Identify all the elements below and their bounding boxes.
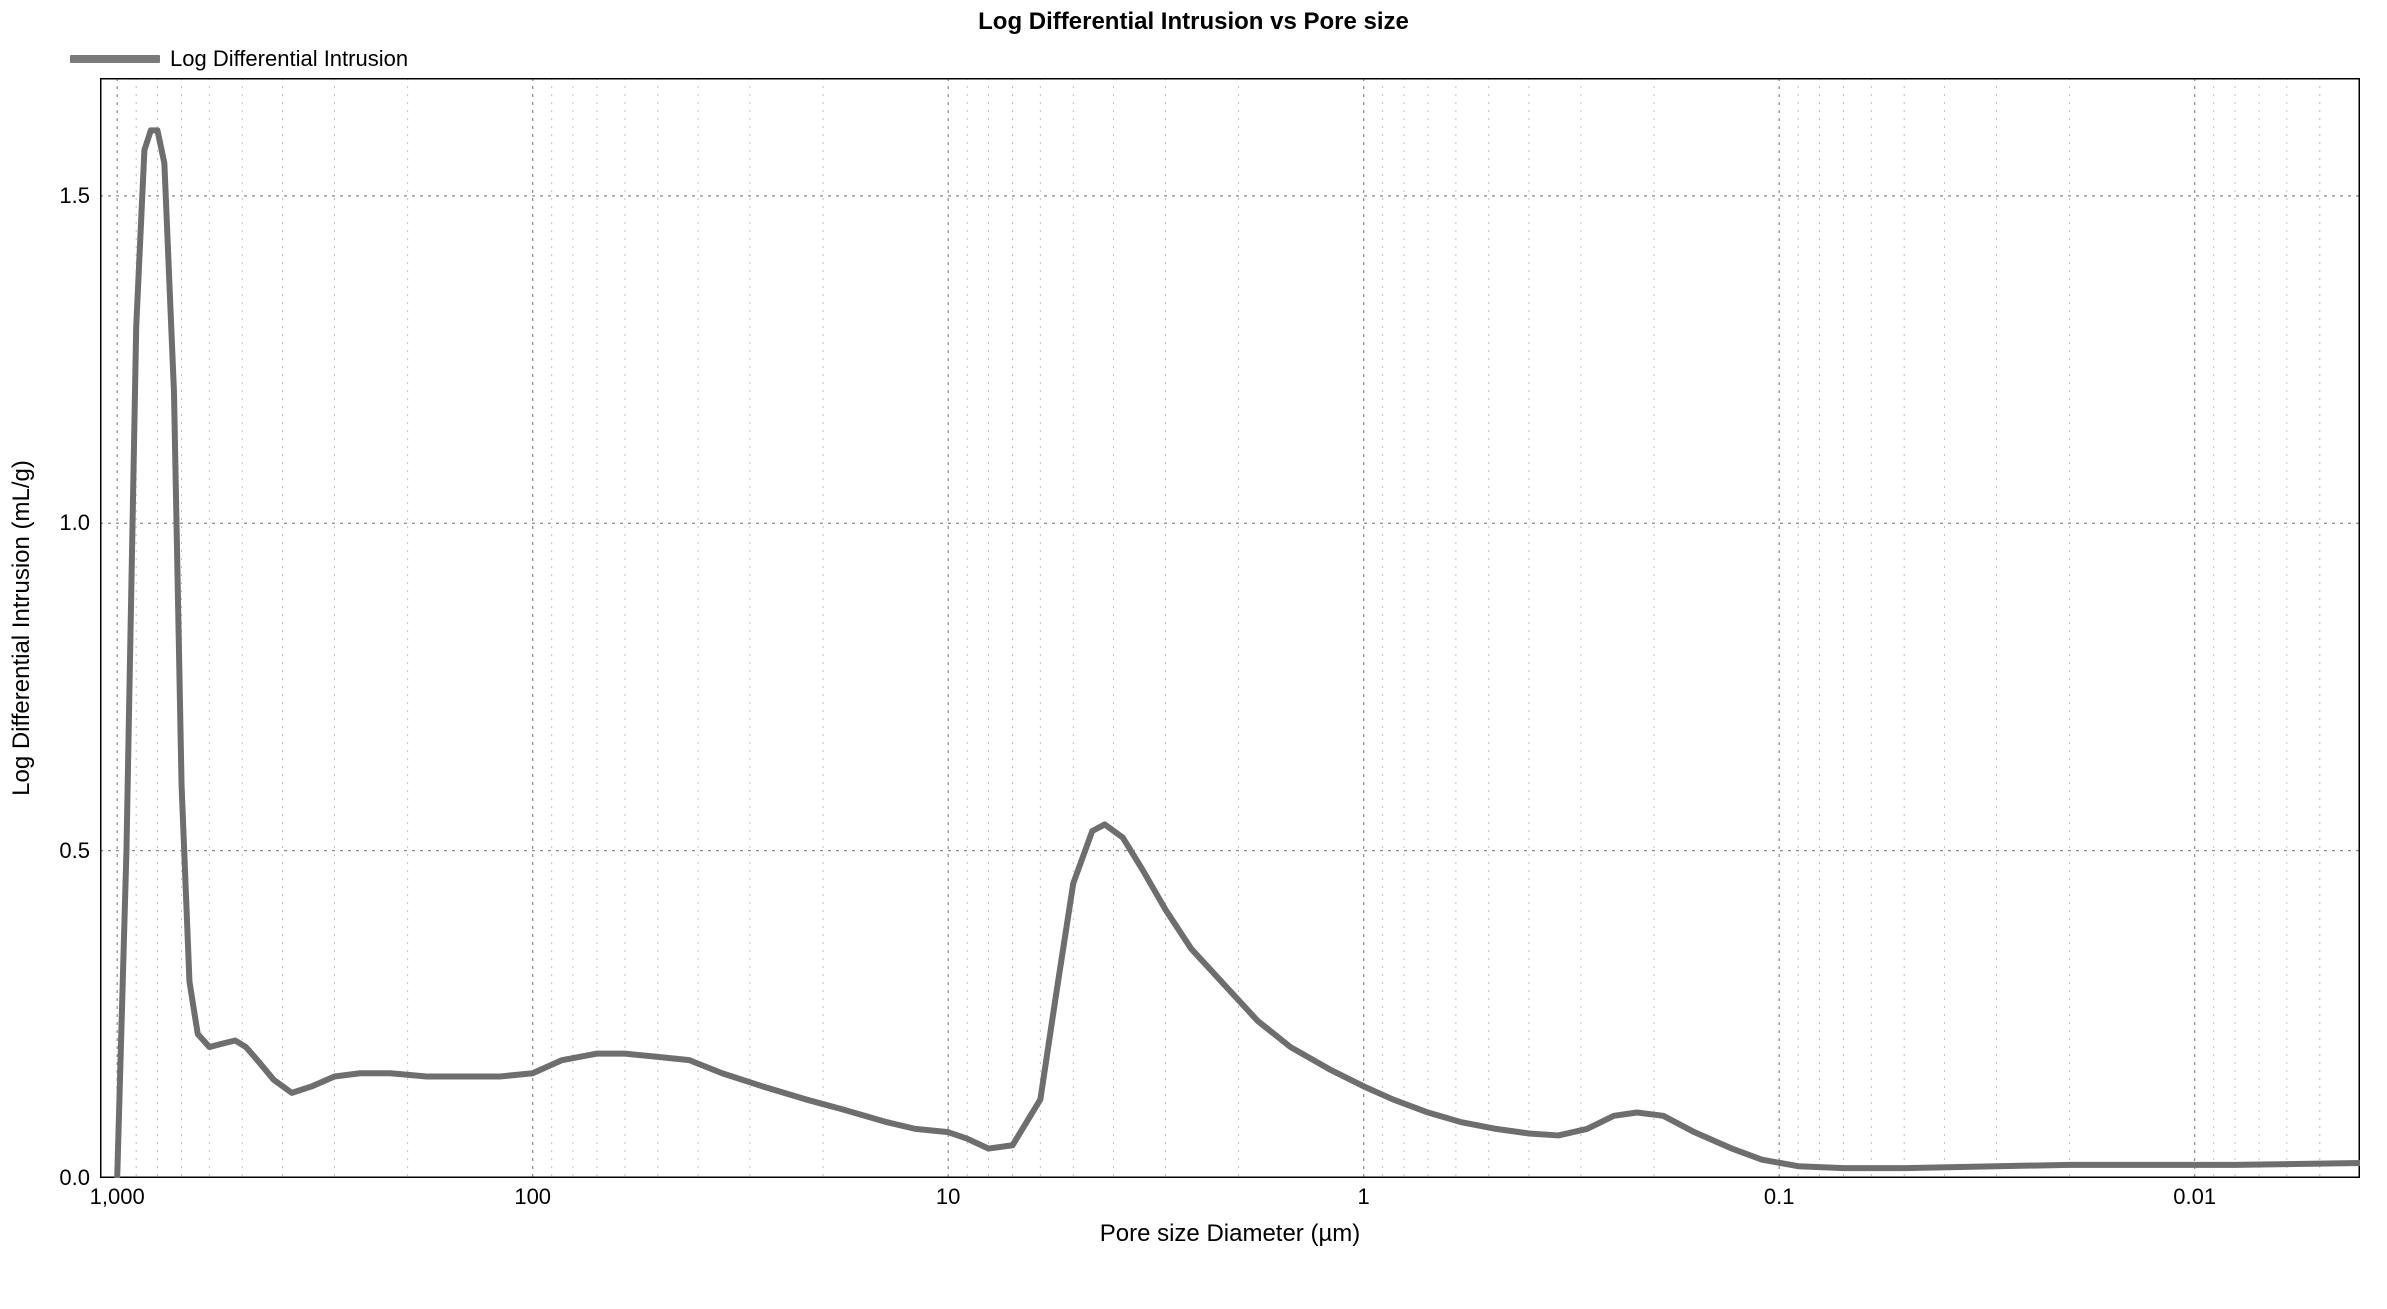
legend-swatch (70, 55, 160, 63)
chart-title: Log Differential Intrusion vs Pore size (0, 8, 2387, 36)
x-tick-label: 1,000 (90, 1184, 145, 1210)
y-tick-label: 1.5 (59, 183, 90, 209)
y-axis-label: Log Differential Intrusion (mL/g) (8, 328, 36, 928)
chart-plot-area (100, 78, 2360, 1178)
x-tick-label: 10 (936, 1184, 960, 1210)
y-tick-label: 0.5 (59, 838, 90, 864)
legend-label: Log Differential Intrusion (170, 46, 408, 72)
x-tick-label: 100 (514, 1184, 551, 1210)
x-tick-label: 0.01 (2173, 1184, 2216, 1210)
y-tick-label: 0.0 (59, 1165, 90, 1191)
chart-page: { "chart": { "type": "line", "title": "L… (0, 0, 2387, 1309)
y-tick-label: 1.0 (59, 510, 90, 536)
x-tick-label: 1 (1358, 1184, 1370, 1210)
x-tick-label: 0.1 (1764, 1184, 1795, 1210)
chart-legend: Log Differential Intrusion (70, 46, 408, 72)
x-axis-label: Pore size Diameter (µm) (1100, 1220, 1361, 1248)
